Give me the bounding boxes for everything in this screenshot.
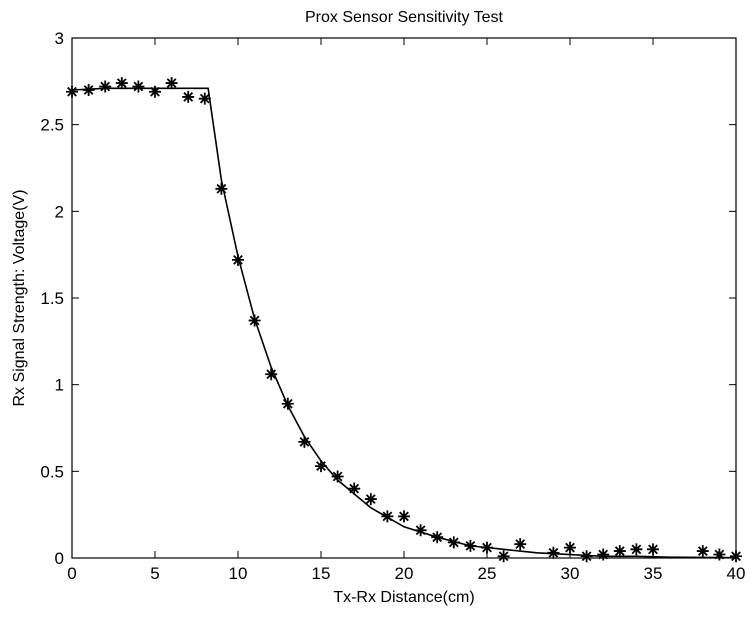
data-point-marker — [696, 545, 709, 558]
x-tick-label: 0 — [67, 564, 76, 583]
x-tick-label: 20 — [395, 564, 414, 583]
data-point-marker — [481, 541, 493, 554]
data-point-marker — [613, 545, 626, 558]
y-tick-label: 3 — [55, 29, 64, 48]
y-axis-title: Rx Signal Strength: Voltage(V) — [11, 189, 28, 406]
x-axis-title: Tx-Rx Distance(cm) — [333, 589, 474, 606]
data-point-marker — [215, 182, 228, 195]
data-point-marker — [398, 510, 410, 523]
data-point-marker — [364, 493, 377, 506]
data-point-marker — [248, 314, 261, 327]
data-point-marker — [464, 539, 477, 552]
data-point-marker — [447, 536, 460, 549]
data-point-marker — [232, 253, 244, 266]
y-tick-label: 2.5 — [40, 116, 64, 135]
fit-curve-line — [71, 87, 737, 559]
data-point-marker — [431, 531, 444, 544]
data-point-marker — [281, 397, 294, 410]
x-tick-label: 40 — [727, 564, 746, 583]
y-tick-label: 0 — [55, 549, 64, 568]
data-point-marker — [580, 550, 593, 563]
x-tick-label: 35 — [644, 564, 663, 583]
x-tick-label: 5 — [150, 564, 159, 583]
data-point-marker — [514, 538, 527, 551]
data-point-marker — [547, 546, 560, 559]
chart-title: Prox Sensor Sensitivity Test — [305, 9, 504, 26]
x-tick-label: 10 — [229, 564, 248, 583]
x-tick-label: 15 — [312, 564, 331, 583]
data-point-marker — [597, 548, 610, 561]
x-tick-label: 25 — [478, 564, 497, 583]
data-point-marker — [182, 90, 195, 103]
data-point-marker — [315, 460, 327, 473]
data-point-marker — [165, 77, 178, 90]
data-point-marker — [82, 84, 95, 96]
data-point-marker — [132, 80, 145, 93]
y-tick-label: 0.5 — [40, 462, 64, 481]
data-point-marker — [348, 482, 361, 495]
data-point-marker — [265, 368, 278, 381]
plot-area-frame — [71, 37, 737, 559]
data-point-marker — [647, 543, 659, 556]
data-point-marker — [115, 77, 128, 90]
data-point-marker — [331, 470, 344, 483]
data-point-marker — [713, 548, 726, 561]
y-tick-label: 2 — [55, 202, 64, 221]
data-point-marker — [198, 92, 211, 105]
data-point-marker — [298, 435, 311, 448]
x-tick-label: 30 — [561, 564, 580, 583]
data-point-marker — [630, 543, 643, 556]
data-point-marker — [381, 510, 394, 523]
data-point-marker — [564, 541, 576, 554]
y-tick-label: 1.5 — [40, 289, 64, 308]
data-point-marker — [497, 550, 510, 563]
data-point-marker — [149, 85, 161, 98]
y-tick-label: 1 — [55, 376, 64, 395]
data-point-marker — [414, 524, 427, 537]
data-point-marker — [99, 80, 112, 93]
